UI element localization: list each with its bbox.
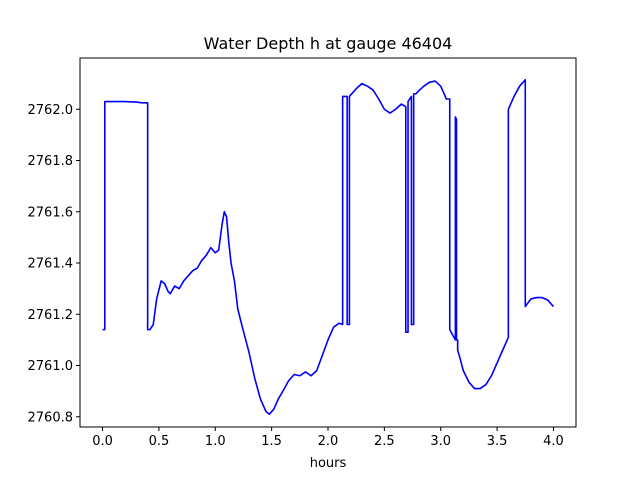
x-tick-label: 1.5 <box>261 434 282 449</box>
x-tick-label: 1.0 <box>205 434 226 449</box>
y-tick-label: 2761.8 <box>28 154 74 169</box>
y-tick-label: 2761.6 <box>28 205 74 220</box>
x-tick-label: 3.0 <box>430 434 451 449</box>
x-tick-label: 2.0 <box>318 434 339 449</box>
x-tick-label: 0.0 <box>92 434 113 449</box>
x-axis-label: hours <box>310 456 347 471</box>
x-tick-label: 2.5 <box>374 434 395 449</box>
y-tick-label: 2762.0 <box>28 103 74 118</box>
y-tick-label: 2761.0 <box>28 359 74 374</box>
series-line-0 <box>102 78 555 415</box>
y-tick-label: 2761.2 <box>28 308 74 323</box>
x-tick-label: 4.0 <box>543 434 564 449</box>
x-tick-label: 3.5 <box>487 434 508 449</box>
plot-area: 0.0 0.5 1.0 1.5 2.0 2.5 3.0 3.5 4.0 2760.8 2761.0 2… <box>28 57 577 449</box>
x-tick-label: 0.5 <box>149 434 170 449</box>
y-tick-label: 2760.8 <box>28 410 74 425</box>
chart-title: Water Depth h at gauge 46404 <box>204 34 453 53</box>
y-tick-label: 2761.4 <box>28 257 74 272</box>
